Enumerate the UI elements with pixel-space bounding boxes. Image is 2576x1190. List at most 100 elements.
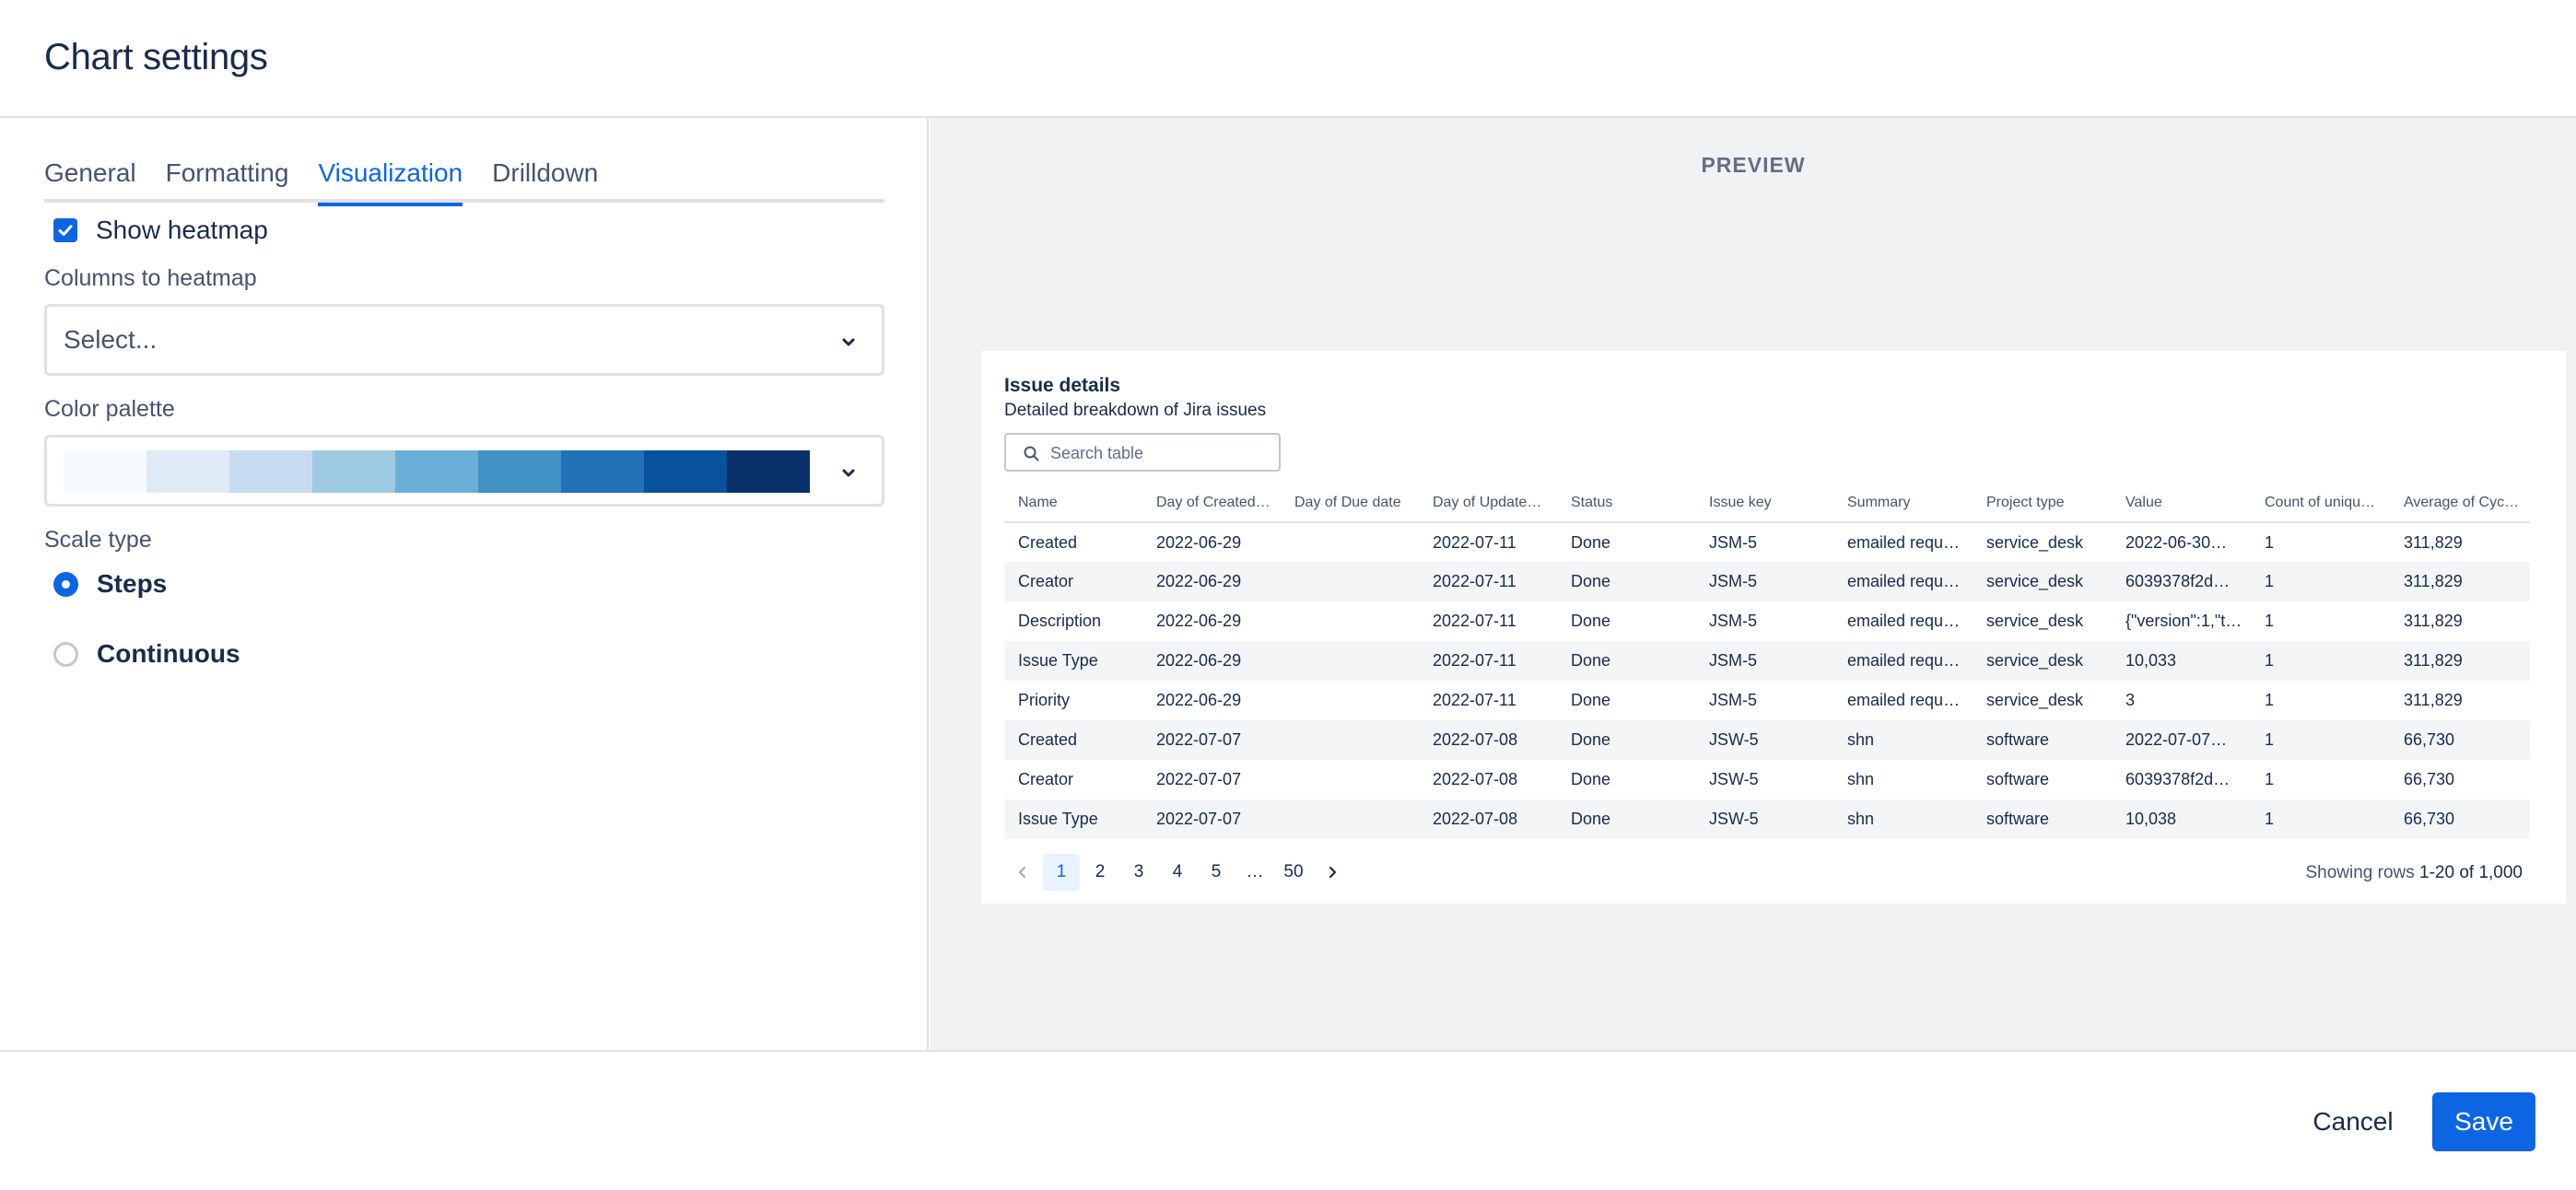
column-header[interactable]: Count of uniqu… — [2251, 484, 2390, 523]
table-row: Created 2022-06-29 2022-07-11 Done JSM-5 emai… — [1004, 522, 2530, 562]
table-cell: Done — [1571, 691, 1611, 709]
table-row: Priority 2022-06-29 2022-07-11 Done JSM-5 ema… — [1004, 681, 2530, 720]
table-cell: service_desk — [1973, 562, 2112, 601]
tab-general[interactable]: General — [44, 158, 136, 187]
table-title: Issue details — [1004, 375, 1121, 396]
palette-swatches — [64, 450, 810, 493]
table-cell: shn — [1847, 770, 1875, 788]
palette-swatch — [146, 450, 229, 493]
steps-radio[interactable] — [53, 571, 78, 597]
table-cell: 1 — [2251, 720, 2390, 760]
table-cell: service_desk — [1986, 691, 2084, 709]
table-cell: 311,829 — [2404, 532, 2463, 552]
table-cell: 2022-07-11 — [1433, 532, 1516, 552]
column-header[interactable]: Day of Created… — [1142, 484, 1281, 523]
table-cell: Created — [1018, 532, 1078, 552]
table-row: Created 2022-07-07 2022-07-08 Done JSW-5 shn s… — [1004, 720, 2530, 760]
cancel-button[interactable]: Cancel — [2294, 1092, 2412, 1151]
table-cell: 6039378f2d… — [2112, 562, 2251, 601]
page-title: Chart settings — [44, 37, 268, 77]
table-cell: Done — [1571, 770, 1611, 788]
tab-formatting[interactable]: Formatting — [165, 158, 289, 187]
page-button[interactable]: 5 — [1211, 862, 1222, 881]
continuous-radio[interactable] — [53, 641, 78, 667]
scale-type-label: Scale type — [44, 527, 152, 553]
table-header-row: Name Day of Created… Day of Due date Day of… — [1004, 484, 2530, 523]
page-button[interactable]: 4 — [1172, 862, 1183, 881]
table-row: Description 2022-06-29 2022-07-11 Done JSM-5… — [1004, 601, 2530, 641]
table-cell: service_desk — [1986, 612, 2084, 630]
table-cell: Issue Type — [1004, 799, 1142, 839]
table-cell: Done — [1557, 562, 1695, 601]
table-cell: Done — [1571, 532, 1611, 552]
preview-heading: PREVIEW — [1701, 153, 1806, 177]
tab-bar: General Formatting Visualization Drilldo… — [44, 155, 884, 206]
table-cell: Creator — [1004, 562, 1142, 601]
table-cell: 2022-06-29 — [1156, 612, 1242, 630]
columns-select-placeholder: Select... — [64, 325, 158, 354]
column-header[interactable]: Project type — [1973, 484, 2112, 523]
page-button[interactable]: 1 — [1043, 854, 1080, 891]
table-subtitle: Detailed breakdown of Jira issues — [1004, 401, 1267, 420]
table-card: Issue details Detailed breakdown of Jira… — [981, 351, 2566, 904]
next-page-button[interactable] — [1314, 854, 1351, 891]
palette-swatch — [229, 450, 312, 493]
table-cell — [1281, 760, 1419, 799]
columns-to-heatmap-select[interactable]: Select... — [44, 304, 884, 376]
table-cell: 66,730 — [2390, 720, 2530, 760]
column-header[interactable]: Status — [1557, 484, 1695, 523]
table-cell: 2022-06-29 — [1142, 562, 1281, 601]
tab-drilldown[interactable]: Drilldown — [492, 158, 599, 187]
chevron-down-icon — [842, 469, 855, 477]
table-cell: 1 — [2265, 770, 2275, 788]
table-cell: 311,829 — [2404, 612, 2463, 630]
table-cell: 2022-07-08 — [1433, 770, 1518, 788]
save-button[interactable]: Save — [2432, 1092, 2535, 1151]
table-row: Creator 2022-07-07 2022-07-08 Done JSW-5 shn s… — [1004, 760, 2530, 799]
table-cell — [1281, 562, 1419, 601]
table-cell — [1281, 641, 1419, 681]
column-header[interactable]: Name — [1004, 484, 1142, 523]
dialog-footer: Cancel Save — [0, 1050, 2576, 1190]
table-cell — [1281, 720, 1419, 760]
issue-table: Name Day of Created… Day of Due date Day of… — [1004, 484, 2530, 839]
search-input[interactable] — [1050, 440, 1271, 466]
color-palette-select[interactable] — [44, 435, 884, 507]
table-cell: 10,033 — [2112, 641, 2251, 681]
table-row: Issue Type 2022-06-29 2022-07-11 Done JSM-5 e… — [1004, 641, 2530, 681]
tab-visualization[interactable]: Visualization — [318, 155, 463, 206]
table-cell: JSM-5 — [1695, 641, 1833, 681]
prev-page-button[interactable] — [1004, 854, 1041, 891]
table-cell: 1 — [2251, 562, 2390, 601]
table-cell: 2022-07-07… — [2112, 720, 2251, 760]
table-cell: service_desk — [1973, 641, 2112, 681]
show-heatmap-row[interactable]: Show heatmap — [53, 208, 268, 252]
page-button[interactable]: 50 — [1283, 862, 1304, 881]
scale-option-steps[interactable]: Steps — [53, 569, 167, 599]
table-cell: 2022-07-11 — [1419, 641, 1557, 681]
palette-swatch — [644, 450, 727, 493]
table-cell: JSM-5 — [1695, 562, 1833, 601]
page-button[interactable]: 2 — [1095, 862, 1106, 881]
column-header[interactable]: Day of Update… — [1419, 484, 1557, 523]
palette-swatch — [478, 450, 561, 493]
table-cell: Priority — [1018, 691, 1071, 709]
table-cell: JSM-5 — [1709, 612, 1758, 630]
column-header[interactable]: Day of Due date — [1281, 484, 1419, 523]
search-box[interactable] — [1004, 433, 1281, 472]
table-cell: 1 — [2251, 641, 2390, 681]
scale-option-continuous[interactable]: Continuous — [53, 639, 240, 669]
column-header[interactable]: Summary — [1833, 484, 1973, 523]
page-button[interactable]: 3 — [1133, 862, 1144, 881]
table-row: Creator 2022-06-29 2022-07-11 Done JSM-5 emai… — [1004, 562, 2530, 601]
column-header[interactable]: Issue key — [1695, 484, 1833, 523]
table-cell: 2022-06-29 — [1142, 641, 1281, 681]
table-cell: 10,038 — [2112, 799, 2251, 839]
column-header[interactable]: Average of Cyc… — [2390, 484, 2530, 523]
show-heatmap-checkbox[interactable] — [53, 218, 77, 242]
column-header[interactable]: Value — [2112, 484, 2251, 523]
pagination: 1 2 3 4 5 … 50 — [1004, 854, 1352, 891]
table-cell — [1281, 799, 1419, 839]
rows-info-prefix: Showing rows — [2305, 863, 2420, 882]
table-cell: 311,829 — [2404, 691, 2463, 709]
